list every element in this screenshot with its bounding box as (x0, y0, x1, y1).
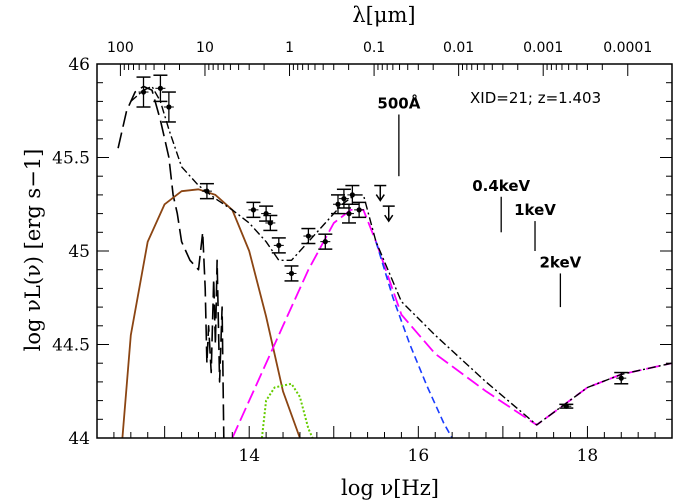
data-point (267, 220, 273, 226)
series-agn-disk (231, 208, 672, 438)
data-point (322, 239, 328, 245)
y-tick-label: 44 (68, 429, 90, 449)
info-label: XID=21; z=1.403 (470, 89, 601, 107)
data-point (166, 104, 172, 110)
y-tick-label: 45 (68, 242, 90, 262)
data-point (335, 201, 341, 207)
x-tick-label: 16 (408, 446, 430, 466)
data-point (618, 375, 624, 381)
annotation-label: 0.4keV (472, 177, 530, 195)
data-point (140, 89, 147, 95)
x-axis-title: log ν[Hz] (341, 476, 439, 500)
data-point (157, 85, 164, 91)
series-host-stars (260, 382, 314, 438)
annotation-label: 500Å (377, 93, 420, 112)
series-agn-disk-alt (375, 241, 453, 438)
y-tick-label: 46 (68, 55, 90, 75)
top-tick-label: 0.01 (443, 40, 474, 56)
data-point (250, 207, 257, 213)
data-point (276, 242, 282, 248)
series-torus (117, 85, 225, 438)
annotation-label: 1keV (514, 201, 556, 219)
points-layer (136, 74, 629, 409)
data-point (204, 188, 210, 194)
data-point (356, 207, 362, 213)
y-tick-label: 44.5 (52, 336, 90, 356)
y-tick-label: 45.5 (52, 149, 90, 169)
x-tick-label: 18 (577, 446, 599, 466)
data-point (349, 192, 355, 198)
series-layer (117, 85, 672, 438)
annotation-layer: 500Å 0.4keV 1keV 2keV (377, 93, 582, 308)
axis-layer: 14 16 18 44 44.5 45 45.5 46 100 10 1 0.1 0.01 0.001 0.… (52, 40, 673, 466)
top-tick-label: 0.1 (363, 40, 385, 56)
series-total-model (130, 85, 672, 426)
data-point (305, 233, 311, 239)
top-tick-label: 10 (196, 40, 214, 56)
top-tick-label: 0.001 (523, 40, 563, 56)
data-point (288, 270, 295, 277)
upper-limit-arrow (375, 194, 385, 202)
plot-frame (96, 63, 673, 439)
top-axis-title: λ[μm] (352, 3, 415, 27)
top-tick-label: 100 (107, 40, 134, 56)
top-tick-label: 1 (285, 40, 294, 56)
data-point (346, 211, 352, 217)
x-tick-label: 14 (238, 446, 260, 466)
annotation-label: 2keV (539, 253, 581, 271)
y-axis-title: log νL(ν) [erg s−1] (21, 149, 45, 352)
data-point (341, 196, 347, 202)
series-starburst (121, 188, 301, 438)
data-point (563, 403, 569, 409)
upper-limit-arrow (384, 214, 394, 223)
top-tick-label: 0.0001 (603, 40, 652, 56)
